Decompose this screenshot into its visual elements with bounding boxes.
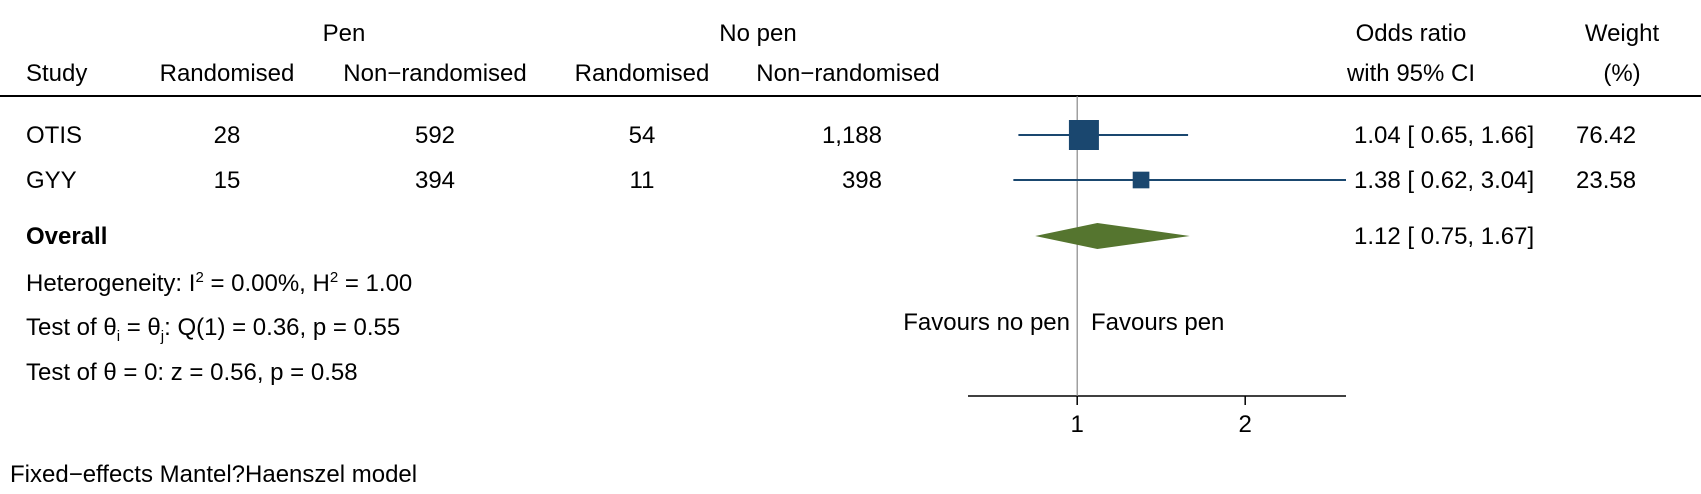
favours-no-pen-label: Favours no pen [903,309,1070,336]
z-test-text: Test of θ = 0: z = 0.56, p = 0.58 [26,359,358,386]
nopen-nonrandomised-value: 1,188 [821,122,882,149]
study-name: OTIS [26,122,83,149]
study-header: Study [26,60,88,87]
q-test-text: Test of θi = θj: Q(1) = 0.36, p = 0.55 [26,314,401,345]
overall-ci-text: 1.12 [ 0.75, 1.67] [1354,223,1535,250]
overall-diamond [1035,223,1190,249]
odds-ratio-header: Odds ratio [1355,20,1467,47]
nopen-randomised-header: Randomised [574,60,710,87]
pen-randomised-value: 28 [213,122,241,149]
pen-randomised-header: Randomised [159,60,295,87]
weight-value: 23.58 [1576,167,1637,194]
nopen-nonrandomised-value: 398 [841,167,882,194]
overall-label: Overall [26,223,108,250]
group-header-pen: Pen [322,20,366,47]
study-name: GYY [26,167,77,194]
pen-nonrandomised-value: 394 [414,167,456,194]
weight-unit-header: (%) [1603,60,1641,87]
x-tick-label: 1 [1071,411,1084,438]
ci-text: 1.04 [ 0.65, 1.66] [1354,122,1535,149]
pen-randomised-value: 15 [213,167,241,194]
pen-nonrandomised-header: Non−randomised [343,60,527,87]
study-marker [1132,171,1150,189]
nopen-randomised-value: 11 [629,167,655,194]
ci-text: 1.38 [ 0.62, 3.04] [1354,167,1535,194]
model-footnote: Fixed−effects Mantel?Haenszel model [10,461,418,488]
weight-value: 76.42 [1576,122,1637,149]
nopen-randomised-value: 54 [628,122,656,149]
study-marker [1068,120,1099,150]
nopen-nonrandomised-header: Non−randomised [756,60,940,87]
pen-nonrandomised-value: 592 [414,122,456,149]
heterogeneity-text: Heterogeneity: I2 = 0.00%, H2 = 1.00 [26,269,413,297]
x-tick-label: 2 [1239,411,1252,438]
favours-pen-label: Favours pen [1091,309,1225,336]
group-header-no-pen: No pen [719,20,797,47]
ci-header: with 95% CI [1346,60,1476,87]
weight-header: Weight [1584,20,1660,47]
